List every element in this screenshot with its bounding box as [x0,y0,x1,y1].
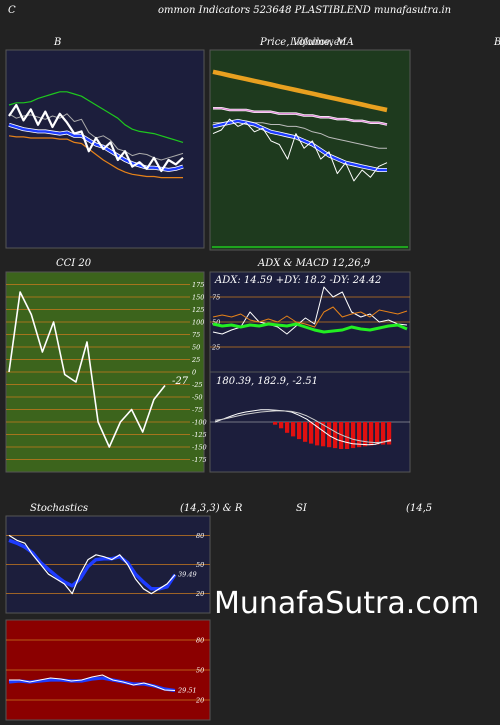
header-left-letter: C [8,5,16,16]
macd-histogram-bar [345,422,350,449]
right-edge-label: B [494,37,500,48]
rsi-tick-label: 80 [196,637,204,645]
stoch-tick-label: 80 [196,532,204,540]
adx-values: ADX: 14.59 +DY: 18.2 -DY: 24.42 [215,275,382,286]
price-ma-long-line [212,69,388,113]
macd-histogram-bar [309,422,314,444]
cci-panel-label: CCI 20 [56,258,92,269]
stoch-d-line [8,538,177,591]
cci-value-label: -27 [172,376,189,387]
rsi-value-label: 29.51 [177,686,197,694]
rsi-tick-label: 50 [196,667,204,675]
macd-histogram-bar [351,422,356,449]
rsi-tick-label: 20 [195,697,204,705]
macd-histogram-bar [369,422,374,446]
macd-histogram-bar [297,422,302,440]
rsi-smooth-line [8,676,176,693]
bb-upper-band-line [8,91,184,143]
stoch-tick-label: 50 [196,561,204,569]
stoch-panel-label: Stochastics [30,503,88,514]
bb-price-line [8,103,184,173]
stoch-params: (14,3,3) & R [180,503,243,514]
cci-tick-label: -100 [192,419,207,427]
cci-tick-label: -125 [192,431,207,439]
macd-histogram-bar [387,422,392,445]
rsi-panel-label: SI [296,503,307,514]
macd-histogram-bar [327,422,332,448]
stoch-k-line [8,534,176,595]
cci-tick-label: 175 [192,281,204,289]
adx-minus-di-line [212,306,408,328]
adx-plus-di-line [212,286,408,335]
bb-panel-label: B [54,37,62,48]
adx-panel-label: ADX & MACD 12,26,9 [258,258,371,269]
price-panel-label: Price, Volume, MA [260,37,354,48]
macd-histogram-bar [333,422,338,449]
price-panel-background [209,49,411,251]
cci-tick-label: 0 [192,369,196,377]
bb-lower-band-line [8,135,183,179]
page-title: ommon Indicators 523648 PLASTIBLEND muna… [158,5,452,16]
macd-histogram-bar [381,422,386,445]
macd-histogram-bar [303,422,308,442]
macd-line [214,409,392,446]
adx-tick-label: 25 [211,344,220,352]
price-ma-fast-line [212,119,387,172]
cci-tick-label: -25 [192,381,202,389]
macd-histogram-bar [285,422,290,433]
adx-tick-label: 50 [212,319,220,327]
stoch-tick-label: 20 [195,590,204,598]
macd-histogram-bar [273,422,278,425]
cci-tick-label: -175 [192,456,207,464]
cci-tick-label: 25 [191,356,200,364]
price-ma-mid-line [213,107,388,126]
cci-tick-label: 100 [192,319,204,327]
price-close-line [212,118,388,182]
cci-tick-label: 150 [192,294,204,302]
cci-tick-label: -75 [192,406,202,414]
stoch-value-label: 39.49 [178,571,197,579]
macd-histogram-bar [291,422,296,437]
macd-values: 180.39, 182.9, -2.51 [216,376,318,387]
price-overlay-label: Lilfollower [290,37,345,48]
cci-tick-label: 125 [192,306,204,314]
macd-histogram-bar [315,422,320,446]
macd-histogram-bar [339,422,344,449]
macd-histogram-bar [321,422,326,447]
macd-histogram-bar [357,422,362,448]
rsi-line [9,674,176,691]
cci-line [8,291,166,448]
macd-histogram-bar [279,422,284,429]
macd-histogram-bar [375,422,380,445]
macd-signal-line [214,410,392,444]
rsi-params: (14,5 [406,503,433,514]
bb-middle-band-line [8,123,184,172]
cci-tick-label: -150 [192,444,207,452]
cci-tick-label: -50 [192,394,202,402]
adx-tick-label: 75 [212,294,220,302]
adx-main-line [212,322,408,334]
watermark: MunafaSutra.com [214,586,480,621]
cci-tick-label: 50 [192,344,200,352]
cci-tick-label: 75 [192,331,200,339]
macd-histogram-bar [363,422,368,447]
